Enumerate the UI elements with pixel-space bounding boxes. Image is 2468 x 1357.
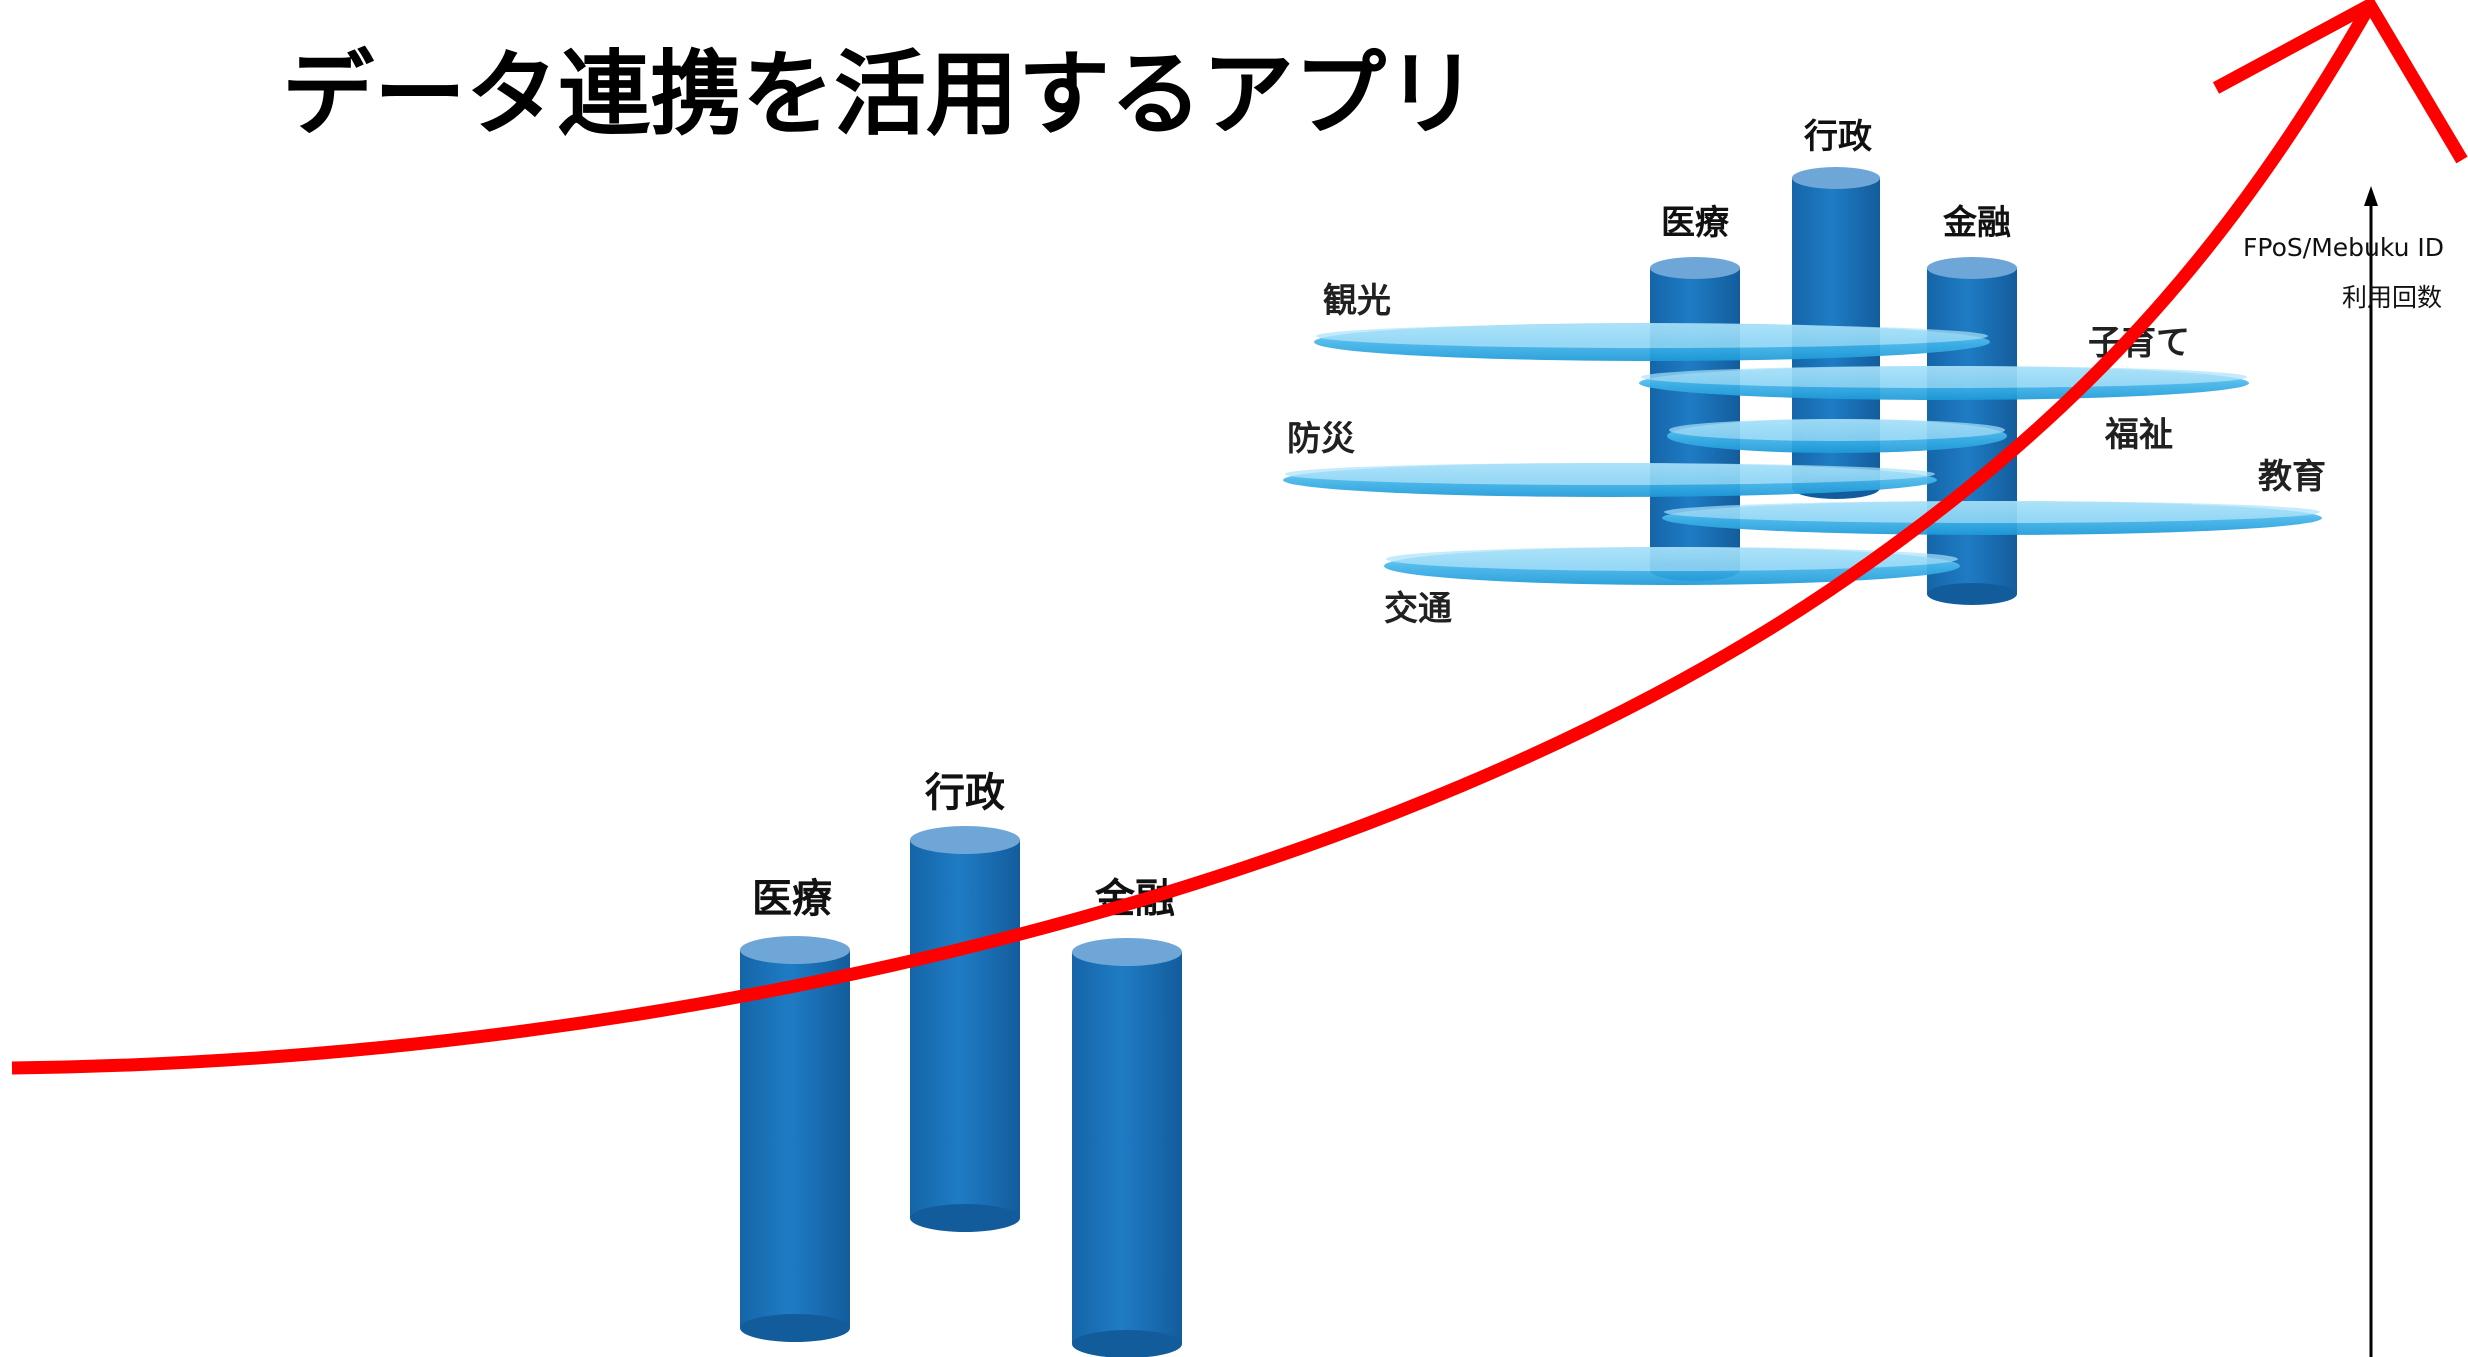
- disc-top: [1664, 501, 2320, 523]
- disc-tourism: 観光: [1314, 281, 1990, 361]
- disc-top: [1641, 366, 2247, 388]
- disc-top: [1386, 547, 1958, 571]
- lower-cluster: 医療 行政 金融: [740, 770, 1182, 1357]
- lower-pillar-label-admin: 行政: [925, 770, 1005, 816]
- cylinder-top: [740, 936, 850, 964]
- disc-top: [1669, 419, 2005, 441]
- growth-curve-arrowhead: [2212, 0, 2468, 164]
- growth-curve-line: [11, 1, 2376, 1075]
- disc-top: [1285, 463, 1935, 485]
- cylinder-top: [1792, 167, 1880, 189]
- lower-pillar-finance: 金融: [1072, 876, 1182, 1357]
- lower-pillar-admin: 行政: [910, 770, 1020, 1232]
- axis-arrowhead: [2364, 186, 2378, 206]
- disc-transport: 交通: [1384, 547, 1960, 629]
- cylinder-top: [1072, 938, 1182, 966]
- disc-education: 教育: [1662, 457, 2326, 535]
- cylinder-body: [740, 950, 850, 1328]
- disc-label-tourism: 観光: [1323, 281, 1391, 321]
- disc-top: [1316, 324, 1988, 348]
- axis-label-line2: 利用回数: [2342, 283, 2442, 312]
- disc-label-education: 教育: [2258, 457, 2326, 497]
- lower-pillar-label-medical: 医療: [752, 876, 833, 922]
- page-title: データ連携を活用するアプリ: [282, 41, 1478, 148]
- upper-pillar-label-finance: 金融: [1942, 203, 2011, 243]
- upper-pillar-label-admin: 行政: [1804, 117, 1872, 157]
- cylinder-bottom: [1927, 583, 2017, 605]
- cylinder-body: [1072, 952, 1182, 1344]
- lower-pillar-medical: 医療: [740, 876, 850, 1342]
- disc-label-disaster: 防災: [1287, 419, 1355, 459]
- upper-pillar-label-medical: 医療: [1661, 203, 1730, 243]
- disc-disaster: 防災: [1283, 419, 1937, 497]
- axis-label-line1: FPoS/Mebuku ID: [2243, 233, 2444, 262]
- growth-curve: [11, 0, 2468, 1075]
- upper-pillar-finance: 金融: [1927, 203, 2017, 605]
- disc-welfare: 福祉: [1667, 415, 2173, 455]
- cylinder-bottom: [910, 1204, 1020, 1232]
- cylinder-top: [1650, 257, 1740, 279]
- cylinder-bottom: [740, 1314, 850, 1342]
- upper-pillar-medical: 医療: [1650, 203, 1740, 581]
- cylinder-bottom: [1072, 1330, 1182, 1357]
- cylinder-top: [1927, 257, 2017, 279]
- disc-label-welfare: 福祉: [2104, 415, 2173, 455]
- usage-axis: FPoS/Mebuku ID 利用回数: [2243, 186, 2444, 1357]
- disc-label-transport: 交通: [1384, 589, 1452, 629]
- cylinder-body: [910, 840, 1020, 1218]
- cylinder-top: [910, 826, 1020, 854]
